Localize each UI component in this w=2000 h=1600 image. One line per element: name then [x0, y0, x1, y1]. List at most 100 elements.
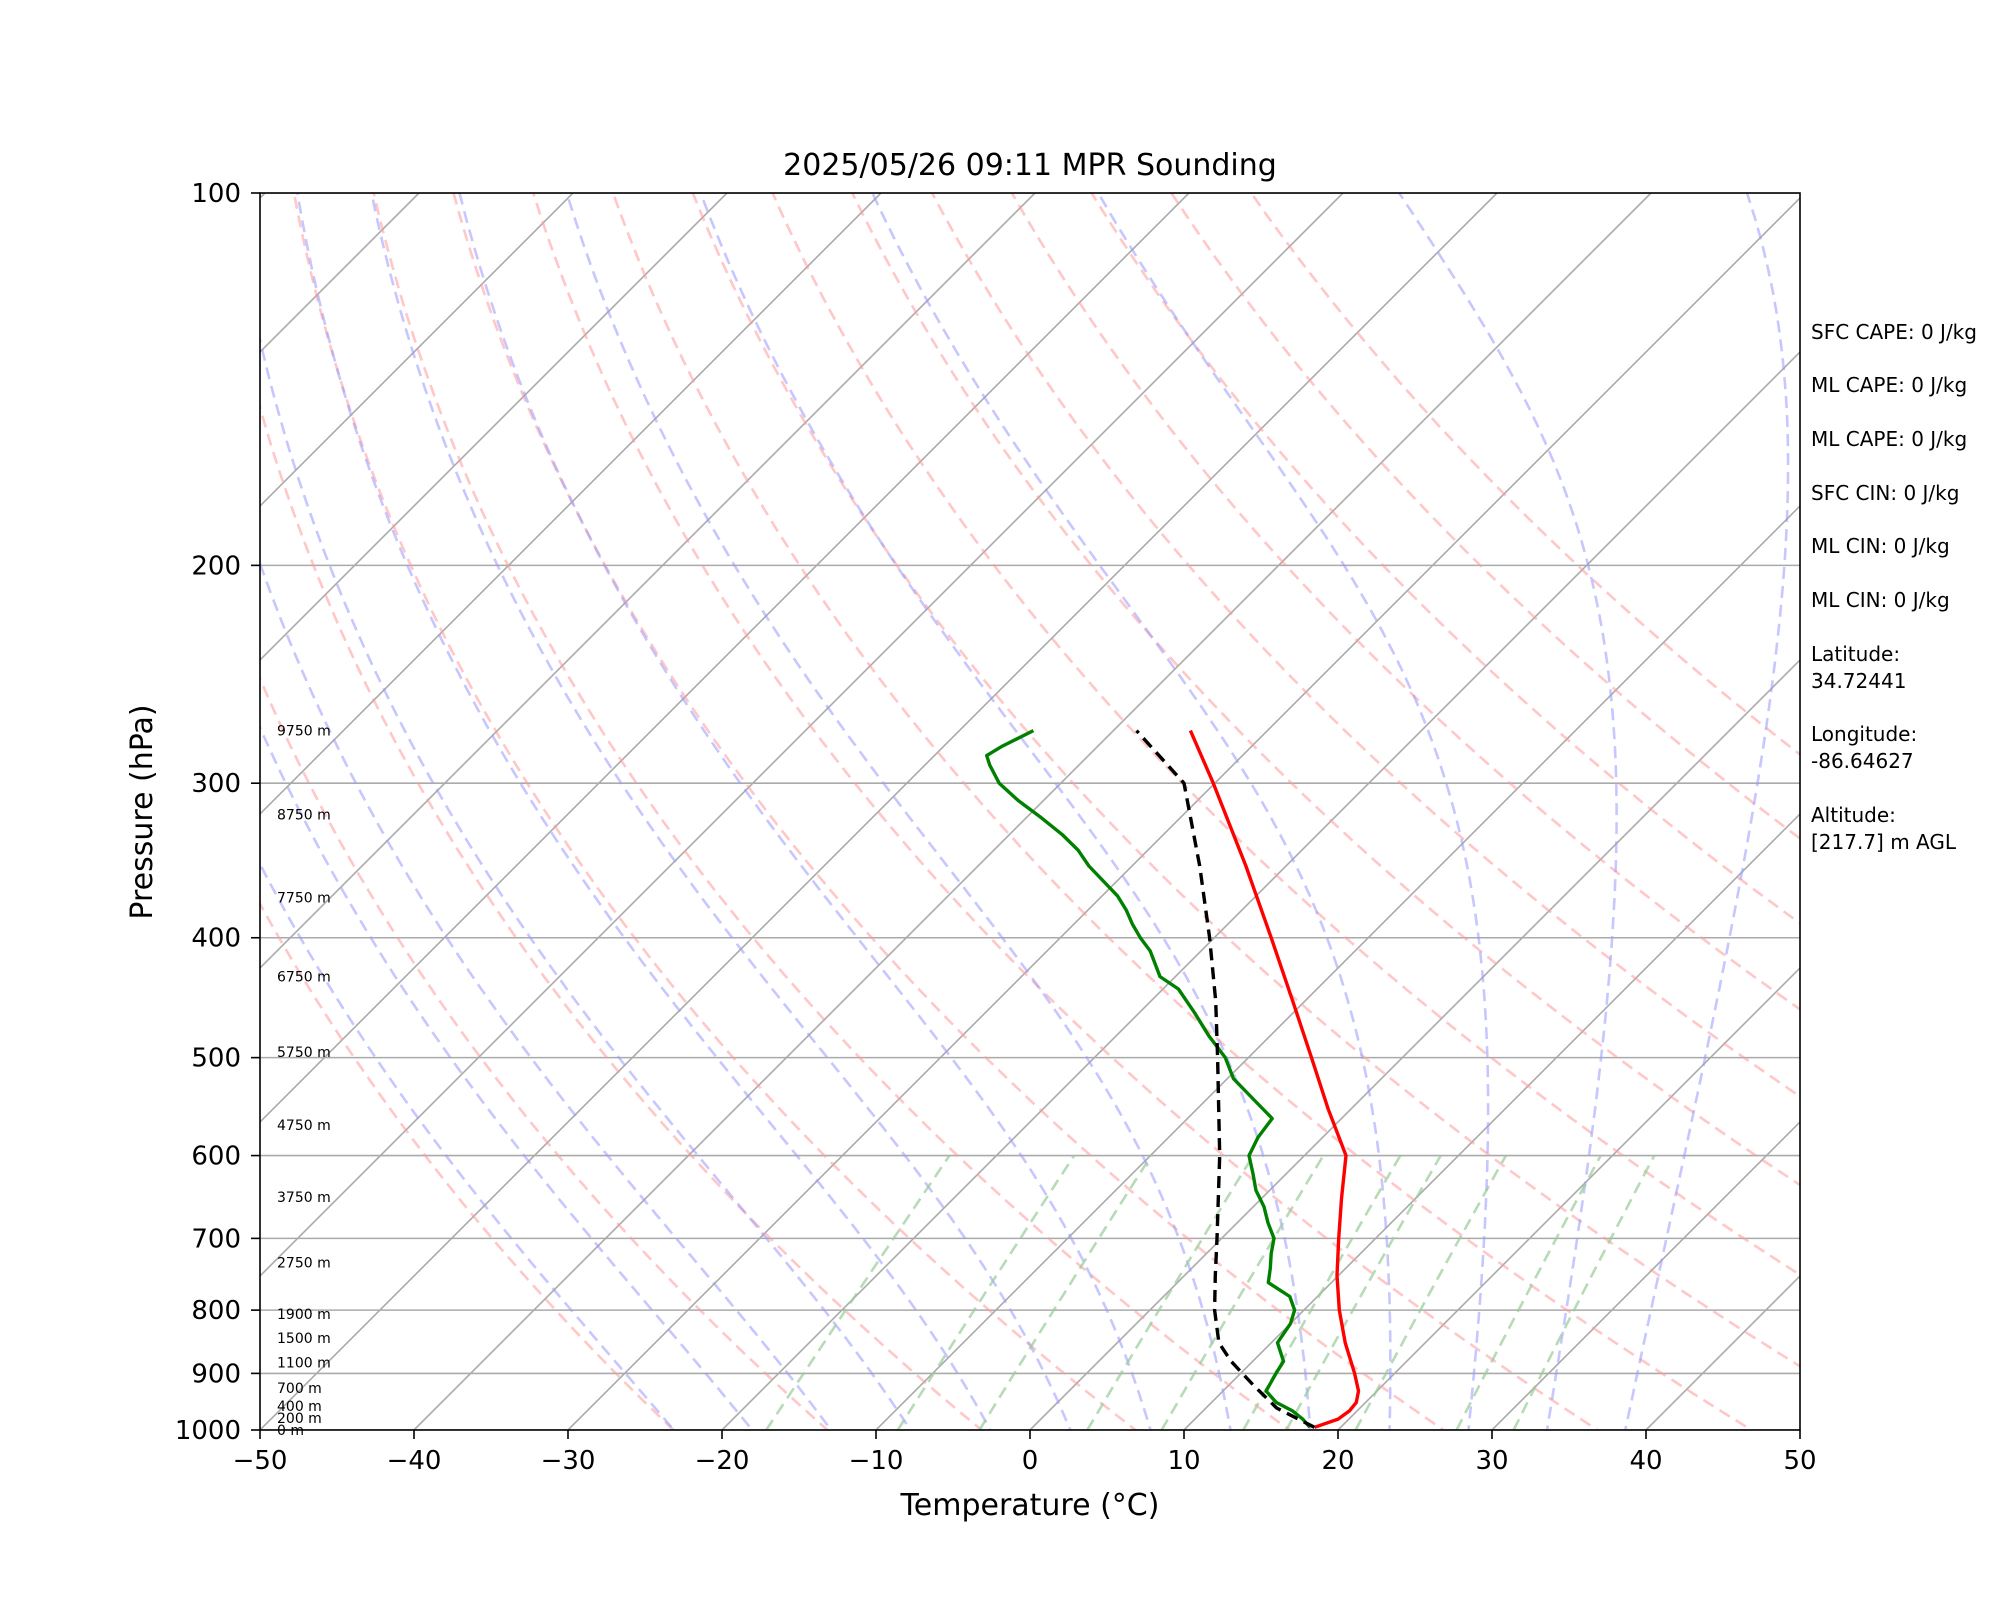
y-tick-label: 300 — [191, 769, 241, 799]
isotherm--70 — [260, 193, 1190, 1124]
dry-adiabat-310 — [532, 193, 1600, 1430]
y-tick-label: 200 — [191, 551, 241, 581]
x-tick-label: 30 — [1475, 1446, 1508, 1476]
x-tick-label: −40 — [387, 1446, 442, 1476]
moist-adiabat--20 — [260, 861, 676, 1430]
height-label: 4750 m — [277, 1118, 331, 1134]
dry-adiabat-380 — [1090, 193, 1800, 925]
stat-sfc-cape: SFC CAPE: 0 J/kg — [1811, 320, 1977, 344]
isotherm--80 — [260, 193, 1036, 970]
moist-adiabat-5 — [370, 193, 1072, 1430]
x-axis-label: Temperature (°C) — [900, 1488, 1160, 1523]
mixing-ratio-12 — [1285, 1154, 1442, 1430]
y-axis-label: Pressure (hPa) — [125, 704, 160, 919]
moist-adiabat-30 — [1097, 193, 1490, 1430]
height-label: 1500 m — [277, 1331, 331, 1347]
x-tick-label: 40 — [1629, 1446, 1662, 1476]
height-label: 2750 m — [277, 1255, 331, 1271]
mixing-ratio-24 — [1455, 1154, 1602, 1430]
y-tick-label: 500 — [191, 1044, 241, 1074]
stat-ml-cin: ML CIN: 0 J/kg — [1811, 534, 1950, 558]
plot-area — [260, 193, 1800, 1430]
x-axis: −50 −40 −30 −20 −10 0 10 20 30 40 50 — [233, 1430, 1817, 1476]
height-label: 0 m — [277, 1423, 304, 1439]
mixing-ratio-lines — [765, 1154, 1656, 1430]
y-tick-label: 700 — [191, 1224, 241, 1254]
moist-adiabat-0 — [296, 193, 992, 1430]
dry-adiabat-290 — [372, 193, 1292, 1430]
latitude-value: 34.72441 — [1811, 669, 1906, 693]
dry-adiabat-250 — [260, 901, 676, 1430]
dry-adiabat-360 — [930, 193, 1800, 1099]
x-tick-label: −10 — [849, 1446, 904, 1476]
x-tick-label: −50 — [233, 1446, 288, 1476]
y-tick-label: 600 — [191, 1142, 241, 1172]
height-label: 8750 m — [277, 808, 331, 824]
moist-adiabat-20 — [699, 193, 1312, 1430]
longitude-label: Longitude: — [1811, 722, 1917, 746]
isotherm--110 — [260, 193, 574, 508]
x-tick-label: 20 — [1321, 1446, 1354, 1476]
height-label: 200 m — [277, 1411, 322, 1427]
dry-adiabat-330 — [691, 193, 1800, 1368]
isotherm--100 — [260, 193, 728, 662]
dry-adiabats — [260, 193, 1800, 1430]
isotherm--60 — [260, 193, 1344, 1278]
dry-adiabat-280 — [292, 193, 1138, 1430]
x-tick-label: −30 — [541, 1446, 596, 1476]
mixing-ratio-3 — [978, 1154, 1153, 1430]
mixing-ratio-2 — [896, 1154, 1076, 1430]
parcel-profile — [1135, 729, 1316, 1429]
x-tick-label: 50 — [1783, 1446, 1816, 1476]
plot-frame — [259, 192, 1801, 1431]
x-tick-label: 10 — [1167, 1446, 1200, 1476]
height-label: 5750 m — [277, 1045, 331, 1061]
isotherm--50 — [260, 193, 1498, 1430]
isotherm-10 — [1183, 812, 1800, 1430]
dry-adiabat-270 — [260, 402, 984, 1430]
isotherm-0 — [1029, 658, 1800, 1430]
y-tick-label: 100 — [191, 179, 241, 209]
longitude-value: -86.64627 — [1811, 749, 1914, 773]
isotherm--90 — [260, 193, 882, 816]
height-label: 7750 m — [277, 890, 331, 906]
dewpoint-profile — [985, 729, 1312, 1429]
height-label: 400 m — [277, 1399, 322, 1415]
temperature-profile — [1188, 729, 1361, 1429]
moist-adiabat--5 — [260, 334, 912, 1430]
mixing-ratio-5 — [1086, 1154, 1255, 1430]
height-label: 6750 m — [277, 970, 331, 986]
stat-ml-cape-2: ML CAPE: 0 J/kg — [1811, 427, 1967, 451]
altitude-value: [217.7] m AGL — [1811, 830, 1957, 854]
y-tick-label: 400 — [191, 924, 241, 954]
dry-adiabat-260 — [260, 675, 830, 1430]
mixing-ratio-30 — [1512, 1154, 1656, 1430]
y-tick-label: 800 — [191, 1296, 241, 1326]
dry-adiabat-320 — [611, 193, 1754, 1430]
moist-adiabat-25 — [871, 193, 1392, 1430]
mixing-ratio-16 — [1354, 1154, 1508, 1430]
dry-adiabat-370 — [1010, 193, 1800, 1011]
isotherm-30 — [1491, 1120, 1800, 1430]
mixing-ratio-1 — [765, 1154, 951, 1430]
altitude-label: Altitude: — [1811, 803, 1896, 827]
chart-title: 2025/05/26 09:11 MPR Sounding — [783, 148, 1277, 183]
height-label: 700 m — [277, 1381, 322, 1397]
y-axis: 1000 900 800 700 600 500 400 300 200 100 — [175, 179, 260, 1446]
mixing-ratio-7 — [1160, 1154, 1325, 1430]
stats-panel: SFC CAPE: 0 J/kg ML CAPE: 0 J/kg ML CAPE… — [1811, 320, 1977, 854]
height-label: 9750 m — [277, 724, 331, 740]
y-tick-label: 900 — [191, 1359, 241, 1389]
isotherm-grid — [260, 193, 1800, 1430]
height-label: 1900 m — [277, 1307, 331, 1323]
height-label: 1100 m — [277, 1356, 331, 1372]
stat-sfc-cin: SFC CIN: 0 J/kg — [1811, 481, 1959, 505]
moist-adiabat-40 — [1623, 193, 1790, 1430]
isobar-grid — [260, 193, 1800, 1430]
height-label: 3750 m — [277, 1190, 331, 1206]
isotherm--10 — [875, 504, 1800, 1430]
stat-ml-cin-2: ML CIN: 0 J/kg — [1811, 588, 1950, 612]
x-tick-label: 0 — [1022, 1446, 1039, 1476]
